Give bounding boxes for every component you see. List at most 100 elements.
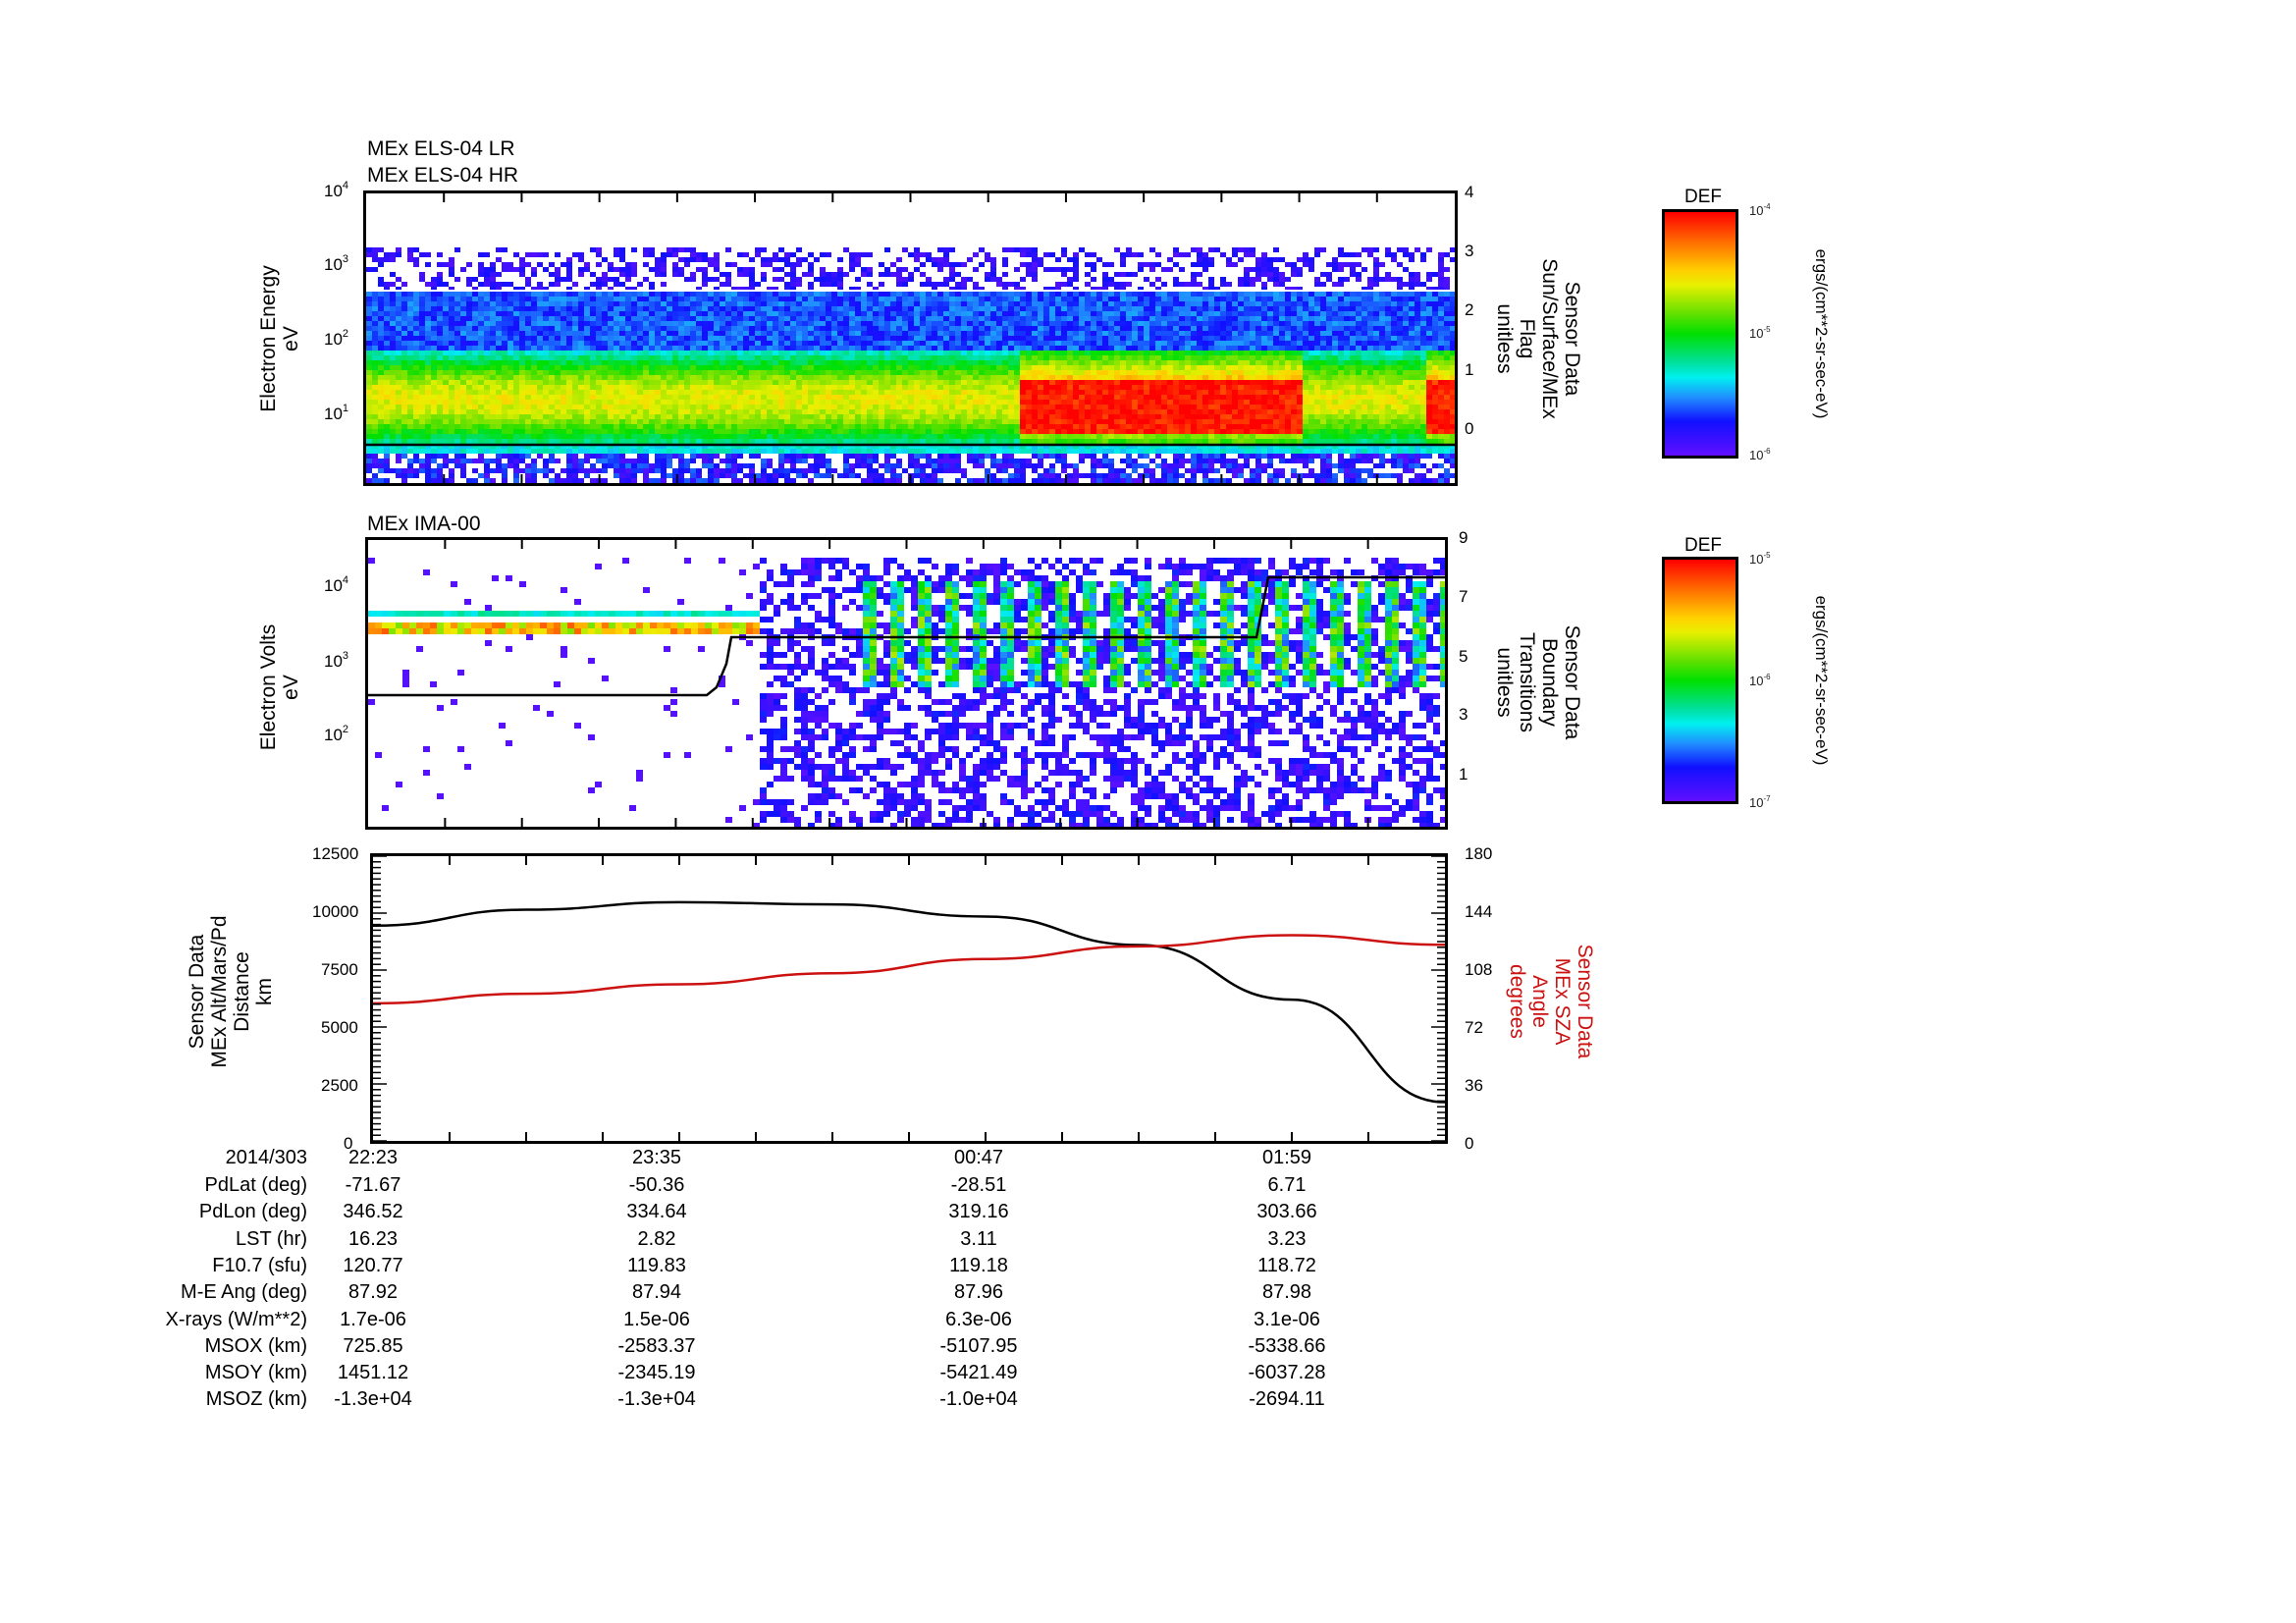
ephemeris-value: 6.71 (1267, 1174, 1307, 1196)
ephemeris-value: 118.72 (1257, 1254, 1316, 1276)
orbit-rtick-72: 72 (1465, 1018, 1483, 1037)
orbit-line-plot (370, 853, 1448, 1144)
ephemeris-row-label: MSOZ (km) (205, 1388, 307, 1411)
ephemeris-row-label: MSOX (km) (204, 1334, 307, 1357)
ima-ytick-2: 102 (324, 724, 349, 744)
ima-cbar-tick-bottom: 10-7 (1749, 794, 1771, 810)
orbit-rtick-108: 108 (1465, 960, 1493, 979)
ima-cbar-tick-mid: 10-6 (1749, 673, 1771, 688)
ima-colorbar-title: DEF (1684, 535, 1722, 556)
ephemeris-value: 6.3e-06 (945, 1308, 1012, 1330)
ephemeris-row: F10.7 (sfu) 120.77 119.83 119.18 118.72 (0, 1255, 2296, 1281)
ephemeris-value: 119.83 (627, 1254, 686, 1276)
els-colorbar (1662, 209, 1738, 459)
ima-rtick-1: 1 (1459, 765, 1468, 784)
orbit-ytick-5000: 5000 (321, 1018, 358, 1037)
ephemeris-row: MSOZ (km) -1.3e+04 -1.3e+04 -1.0e+04 -2694.1… (0, 1388, 2296, 1415)
ephemeris-row-label: LST (hr) (236, 1227, 307, 1250)
els-ytick-0: 104 (324, 180, 349, 200)
ima-rtick-9: 9 (1459, 528, 1468, 547)
ephemeris-value: -5421.49 (939, 1362, 1018, 1384)
orbit-rtick-144: 144 (1465, 902, 1493, 921)
ephemeris-row-label: MSOY (km) (204, 1362, 307, 1384)
time-tick: 22:23 (347, 1147, 399, 1168)
orbit-rtick-36: 36 (1465, 1076, 1483, 1095)
ima-title: MEx IMA-00 (367, 513, 481, 535)
ephemeris-value: 87.98 (1261, 1281, 1312, 1304)
els-cbar-tick-bottom: 10-6 (1749, 447, 1771, 462)
els-spectrogram (366, 193, 1455, 483)
ima-spectrogram (368, 540, 1445, 827)
ima-spectrogram-plot (365, 537, 1448, 830)
ephemeris-value: -5107.95 (939, 1334, 1018, 1357)
ephemeris-row: PdLon (deg) 346.52 334.64 319.16 303.66 (0, 1201, 2296, 1227)
ima-ytick-0: 104 (324, 574, 349, 595)
ephemeris-value: 119.18 (949, 1254, 1008, 1276)
ephemeris-value: -50.36 (628, 1174, 685, 1196)
ephemeris-value: 87.96 (953, 1281, 1004, 1304)
els-cbar-tick-mid: 10-5 (1749, 325, 1771, 341)
orbit-rtick-180: 180 (1465, 844, 1493, 863)
ephemeris-row-label: M-E Ang (deg) (181, 1281, 307, 1304)
els-title-hr: MEx ELS-04 HR (367, 164, 519, 187)
ima-rtick-7: 7 (1459, 587, 1468, 606)
ephemeris-value: 303.66 (1256, 1201, 1317, 1223)
orbit-ytick-0: 0 (344, 1134, 353, 1153)
els-rtick-0: 0 (1465, 419, 1474, 438)
ephemeris-value: 16.23 (347, 1227, 399, 1250)
ima-rtick-3: 3 (1459, 705, 1468, 724)
ima-cbar-tick-top: 10-5 (1749, 551, 1771, 567)
els-spectrogram-plot (363, 190, 1458, 486)
ephemeris-value: -2694.11 (1249, 1388, 1325, 1411)
ephemeris-value: -71.67 (345, 1174, 401, 1196)
els-ytick-3: 101 (324, 403, 349, 423)
ima-rtick-5: 5 (1459, 647, 1468, 666)
ephemeris-value: 1451.12 (337, 1362, 409, 1384)
ephemeris-row: M-E Ang (deg) 87.92 87.94 87.96 87.98 (0, 1281, 2296, 1308)
ephemeris-value: 2.82 (637, 1227, 676, 1250)
els-right-axis-label: Sensor Data Sun/Surface/MEx Flag unitless (1493, 258, 1583, 419)
els-ytick-2: 102 (324, 328, 349, 349)
els-rtick-3: 3 (1465, 242, 1474, 260)
ephemeris-value: 334.64 (626, 1201, 687, 1223)
orbit-left-axis-label: Sensor Data MEx Alt/Mars/Pd Distance km (186, 915, 276, 1068)
orbit-ytick-2500: 2500 (321, 1076, 358, 1095)
els-colorbar-title: DEF (1684, 187, 1722, 207)
ephemeris-value: 3.1e-06 (1254, 1308, 1320, 1330)
orbit-ytick-12500: 12500 (312, 844, 359, 863)
orbit-ytick-7500: 7500 (321, 960, 358, 979)
ephemeris-value: 120.77 (343, 1254, 403, 1276)
ephemeris-value: -1.3e+04 (617, 1388, 696, 1411)
ephemeris-value: -2345.19 (617, 1362, 696, 1384)
ephemeris-value: 87.92 (347, 1281, 399, 1304)
ephemeris-row: MSOY (km) 1451.12 -2345.19 -5421.49 -6037.28 (0, 1362, 2296, 1388)
ephemeris-row-label: PdLat (deg) (204, 1174, 307, 1196)
ima-right-axis-label: Sensor Data Boundary Transitions unitless (1493, 624, 1583, 740)
ima-colorbar-units: ergs/(cm**2-sr-sec-eV) (1812, 595, 1831, 766)
ephemeris-date-label: 2014/303 (225, 1147, 307, 1168)
ephemeris-value: 319.16 (948, 1201, 1009, 1223)
ephemeris-value: 346.52 (343, 1201, 403, 1223)
time-tick: 01:59 (1261, 1147, 1312, 1168)
ephemeris-row-label: X-rays (W/m**2) (165, 1308, 307, 1330)
orbit-right-axis-label: Sensor Data MEx SZA Angle degrees (1506, 944, 1596, 1059)
els-title-lr: MEx ELS-04 LR (367, 137, 515, 160)
els-rtick-2: 2 (1465, 300, 1474, 319)
els-colorbar-units: ergs/(cm**2-sr-sec-eV) (1812, 248, 1831, 419)
els-rtick-1: 1 (1465, 360, 1474, 379)
ephemeris-value: 3.11 (960, 1227, 997, 1250)
els-left-axis-label: Electron Energy eV (257, 265, 302, 412)
ephemeris-value: -1.0e+04 (939, 1388, 1018, 1411)
ephemeris-row: LST (hr) 16.23 2.82 3.11 3.23 (0, 1228, 2296, 1255)
ephemeris-value: 725.85 (343, 1334, 403, 1357)
ephemeris-row-label: PdLon (deg) (198, 1201, 307, 1223)
ephemeris-row: MSOX (km) 725.85 -2583.37 -5107.95 -5338.66 (0, 1335, 2296, 1362)
orbit-rtick-0: 0 (1465, 1134, 1474, 1153)
time-tick: 00:47 (953, 1147, 1004, 1168)
els-rtick-4: 4 (1465, 183, 1474, 201)
els-cbar-tick-top: 10-4 (1749, 202, 1771, 218)
ephemeris-value: 1.5e-06 (623, 1308, 690, 1330)
ephemeris-value: 3.23 (1267, 1227, 1307, 1250)
ephemeris-value: -6037.28 (1248, 1362, 1326, 1384)
ephemeris-time-row: 2014/303 22:23 23:35 00:47 01:59 (0, 1147, 2296, 1173)
